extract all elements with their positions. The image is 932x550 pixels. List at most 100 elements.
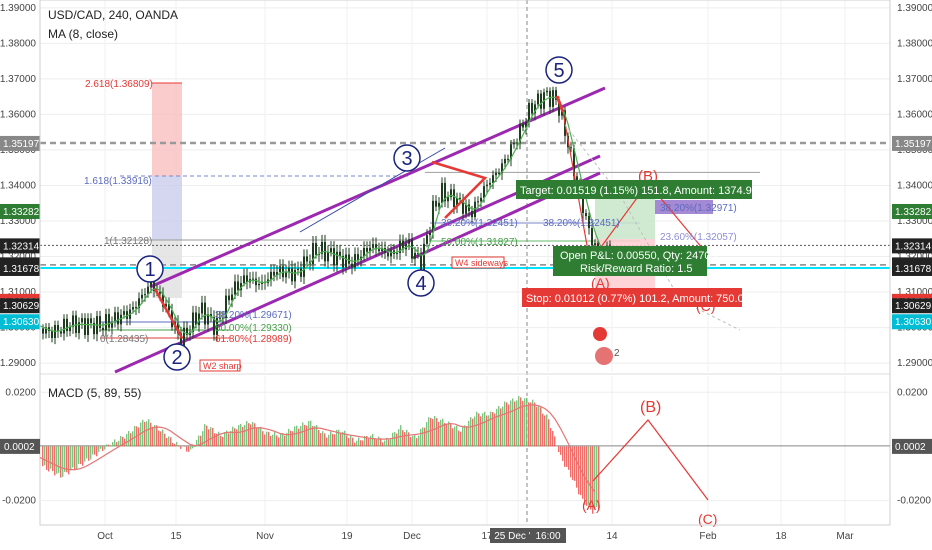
macd-bar xyxy=(168,436,170,447)
fib-zone-upper xyxy=(152,83,182,176)
macd-bar xyxy=(210,427,212,447)
macd-bar xyxy=(532,399,534,447)
macd-bar xyxy=(252,422,254,447)
macd-bar xyxy=(98,446,100,452)
macd-bar xyxy=(476,411,478,447)
candle-body xyxy=(315,243,317,255)
macd-bar xyxy=(166,438,168,447)
candle-body xyxy=(81,318,83,323)
macd-bar xyxy=(196,439,198,447)
macd-bar xyxy=(454,426,456,447)
macd-bar xyxy=(220,435,222,447)
macd-bar xyxy=(326,437,328,447)
candle-body xyxy=(135,307,137,309)
price-tick-right: 1.29000 xyxy=(897,358,932,369)
macd-bar xyxy=(114,439,116,447)
macd-bar xyxy=(254,423,256,447)
macd-bar xyxy=(78,446,80,464)
macd-bar xyxy=(122,436,124,447)
candle-body xyxy=(438,202,440,207)
price-tag-left xyxy=(0,260,40,276)
open-pl-label-box xyxy=(553,246,707,276)
macd-bar xyxy=(324,433,326,447)
candle-body xyxy=(51,331,53,338)
wave-5-circle-label: 5 xyxy=(553,60,564,82)
candle-body xyxy=(285,271,287,278)
macd-bar xyxy=(150,422,152,447)
candle-body xyxy=(561,110,563,116)
macd-bar xyxy=(436,418,438,447)
candle-body xyxy=(489,182,491,185)
candle-body xyxy=(276,272,278,276)
macd-bar xyxy=(504,401,506,447)
macd-bar xyxy=(568,446,570,470)
macd-bar xyxy=(434,415,436,447)
price-tick-left: 1.37000 xyxy=(0,74,36,85)
candle-body xyxy=(375,244,377,250)
event-flag-us xyxy=(595,347,613,365)
macd-bar xyxy=(328,434,330,447)
candle-body xyxy=(123,311,125,315)
candle-body xyxy=(492,175,494,183)
price-tick-right: 1.32000 xyxy=(897,252,932,263)
macd-bar xyxy=(140,422,142,447)
macd-bar xyxy=(594,446,596,509)
candle-body xyxy=(537,93,539,105)
price-tick-right: 1.33000 xyxy=(897,216,932,227)
macd-bar xyxy=(250,424,252,447)
macd-bar xyxy=(384,440,386,447)
fib-label: 0(1.28435) xyxy=(100,334,148,345)
macd-bar xyxy=(450,424,452,447)
macd-bar xyxy=(534,402,536,447)
macd-bar xyxy=(186,446,188,452)
price-tag-right xyxy=(892,135,932,151)
wave-3-circle xyxy=(393,144,421,172)
macd-bar xyxy=(332,433,334,447)
candle-body xyxy=(555,90,557,100)
candle-body xyxy=(63,318,65,334)
candle-body xyxy=(105,314,107,331)
macd-bar xyxy=(468,420,470,447)
macd-bar xyxy=(412,435,414,447)
time-tick: Mar xyxy=(836,531,854,542)
macd-bar xyxy=(148,419,150,447)
macd-bar xyxy=(466,426,468,447)
event-flag-canada xyxy=(593,327,607,341)
macd-bar xyxy=(178,445,180,447)
wave-4-circle-label: 4 xyxy=(415,273,426,295)
macd-bar xyxy=(90,446,92,460)
macd-bar xyxy=(54,446,56,476)
macd-bar xyxy=(314,426,316,447)
candle-body xyxy=(549,90,551,107)
candle-body xyxy=(414,252,416,259)
ma-legend: MA (8, close) xyxy=(48,27,119,41)
macd-bar xyxy=(272,434,274,447)
macd-bar xyxy=(68,446,70,475)
candle-body xyxy=(465,204,467,214)
macd-bar xyxy=(524,398,526,447)
candle-body xyxy=(228,295,230,301)
macd-bar xyxy=(414,435,416,447)
macd-bar xyxy=(104,446,106,450)
candle-body xyxy=(270,271,272,280)
macd-bar xyxy=(530,402,532,447)
candle-body xyxy=(231,294,233,301)
macd-bar xyxy=(392,432,394,447)
macd-bar xyxy=(382,442,384,447)
macd-bar xyxy=(580,446,582,496)
macd-bar xyxy=(306,425,308,447)
macd-bar xyxy=(508,404,510,447)
macd-bar xyxy=(336,429,338,447)
candle-body xyxy=(486,184,488,187)
candle-body xyxy=(396,253,398,255)
candle-body xyxy=(93,322,95,335)
macd-bar xyxy=(576,446,578,488)
macd-bar xyxy=(558,446,560,453)
candle-body xyxy=(552,90,554,107)
candle-body xyxy=(423,243,425,274)
candle-body xyxy=(114,312,116,322)
macd-bar xyxy=(248,423,250,447)
macd-bar xyxy=(230,431,232,447)
candle-body xyxy=(471,210,473,218)
